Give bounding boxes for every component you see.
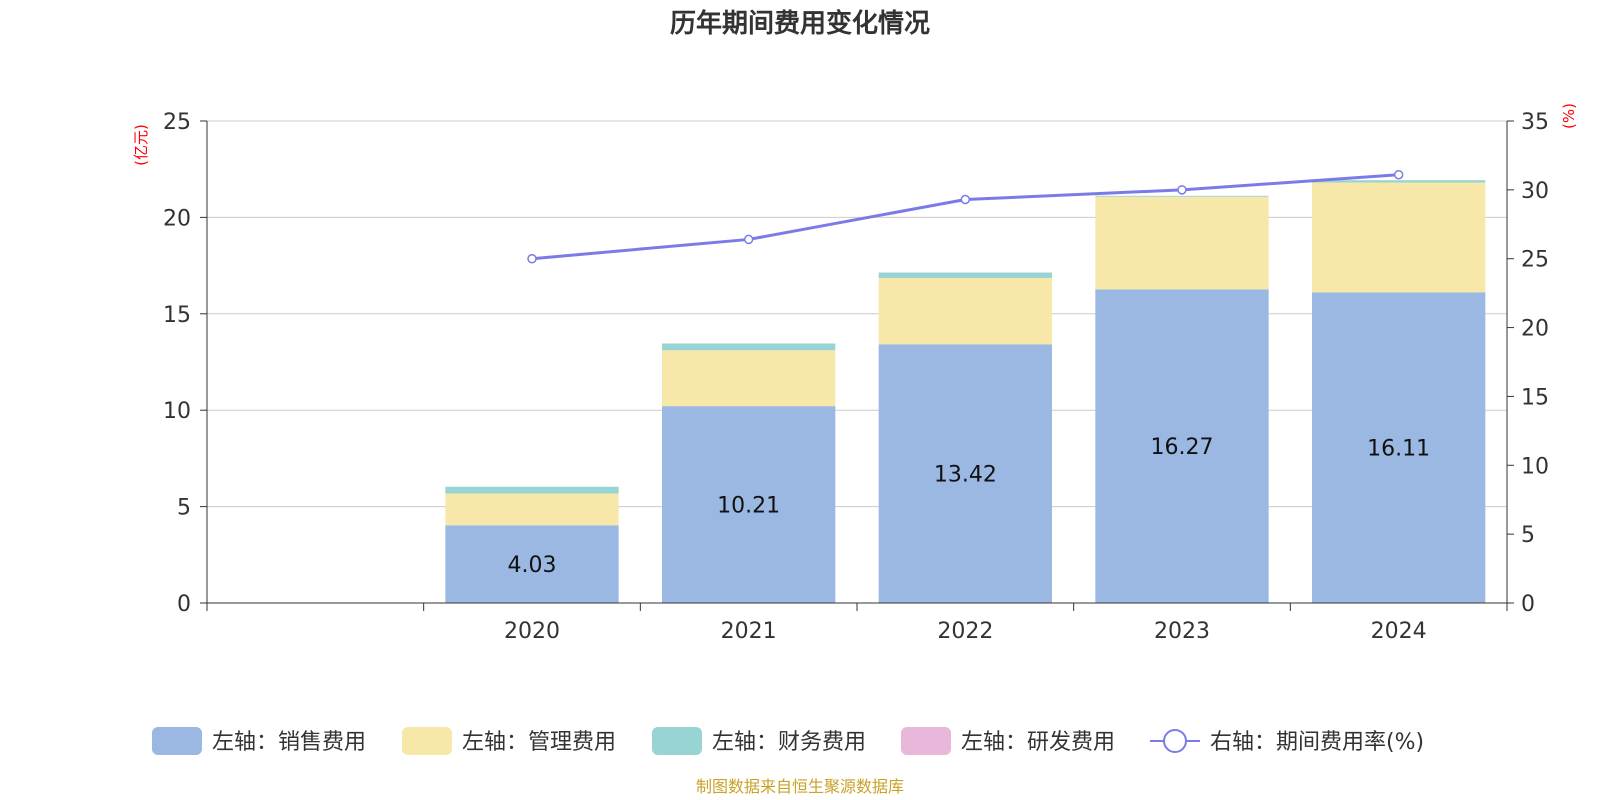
legend-swatch bbox=[901, 727, 951, 755]
legend-label: 右轴：期间费用率(%) bbox=[1210, 730, 1424, 755]
bar-segment bbox=[662, 350, 836, 407]
bar-segment bbox=[1095, 196, 1269, 290]
legend-marker bbox=[1163, 729, 1187, 753]
legend-label: 左轴：财务费用 bbox=[712, 730, 866, 755]
x-axis-tick-label: 2024 bbox=[1371, 619, 1427, 644]
legend-swatch bbox=[152, 727, 202, 755]
data-label: 13.42 bbox=[934, 463, 997, 488]
x-axis-tick-label: 2023 bbox=[1154, 619, 1210, 644]
data-label: 10.21 bbox=[717, 494, 780, 519]
rate-point bbox=[1393, 169, 1404, 180]
data-labels: 4.03 10.21 13.42 16.27 16.11 bbox=[508, 435, 1431, 578]
left-axis-unit: (亿元) bbox=[132, 124, 150, 166]
right-axis-tick-label: 35 bbox=[1521, 110, 1549, 135]
rate-point bbox=[1177, 185, 1187, 195]
data-label: 16.11 bbox=[1367, 437, 1430, 462]
bar-segment bbox=[1312, 182, 1486, 293]
bar-segment bbox=[878, 344, 1052, 603]
bar-segment bbox=[445, 493, 619, 526]
legend-swatch bbox=[402, 727, 452, 755]
right-axis-tick-label: 20 bbox=[1521, 317, 1549, 342]
bar-segment bbox=[662, 406, 836, 603]
rate-line-series bbox=[527, 169, 1404, 264]
bar-segment bbox=[1095, 195, 1269, 197]
bar-segment bbox=[662, 343, 836, 351]
bar-segment bbox=[878, 272, 1052, 278]
bar-series bbox=[445, 180, 1486, 603]
right-axis-tick-label: 5 bbox=[1521, 523, 1535, 548]
legend-label: 左轴：销售费用 bbox=[212, 730, 366, 755]
left-axis-tick-label: 0 bbox=[177, 592, 191, 617]
legend-swatch bbox=[652, 727, 702, 755]
right-axis-unit: (%) bbox=[1560, 103, 1578, 129]
left-axis-tick-label: 15 bbox=[163, 303, 191, 328]
chart-title: 历年期间费用变化情况 bbox=[670, 8, 930, 39]
axes: 0 5 10 15 20 25 0 5 10 15 20 25 30 35 2020 2021 2022 2023… bbox=[163, 110, 1549, 644]
x-axis-tick-label: 2020 bbox=[504, 619, 560, 644]
gridlines bbox=[207, 120, 1507, 508]
legend-label: 左轴：管理费用 bbox=[462, 730, 616, 755]
x-axis-tick-label: 2021 bbox=[721, 619, 777, 644]
rate-point bbox=[960, 194, 971, 205]
right-axis-tick-label: 0 bbox=[1521, 592, 1535, 617]
right-axis-tick-label: 25 bbox=[1521, 248, 1549, 273]
rate-point bbox=[527, 253, 537, 264]
right-axis-tick-label: 30 bbox=[1521, 179, 1549, 204]
left-axis-tick-label: 5 bbox=[177, 496, 191, 521]
rate-point bbox=[743, 234, 754, 245]
left-axis-tick-label: 10 bbox=[163, 399, 191, 424]
x-axis-tick-label: 2022 bbox=[937, 619, 993, 644]
legend-label: 左轴：研发费用 bbox=[961, 730, 1115, 755]
bar-segment bbox=[1312, 292, 1486, 603]
bar-segment bbox=[445, 486, 619, 494]
data-label: 16.27 bbox=[1151, 435, 1214, 460]
bar-segment bbox=[1312, 180, 1486, 183]
data-label: 4.03 bbox=[508, 553, 557, 578]
legend: 左轴：销售费用 左轴：管理费用 左轴：财务费用 左轴：研发费用 右轴：期间费用率(%) bbox=[152, 727, 1424, 755]
source-note: 制图数据来自恒生聚源数据库 bbox=[696, 777, 904, 796]
bar-segment bbox=[445, 525, 619, 603]
bar-segment bbox=[878, 277, 1052, 345]
right-axis-tick-label: 15 bbox=[1521, 385, 1549, 410]
bar-segment bbox=[1095, 289, 1269, 603]
right-axis-tick-label: 10 bbox=[1521, 454, 1549, 479]
left-axis-tick-label: 20 bbox=[163, 206, 191, 231]
left-axis-tick-label: 25 bbox=[163, 110, 191, 135]
